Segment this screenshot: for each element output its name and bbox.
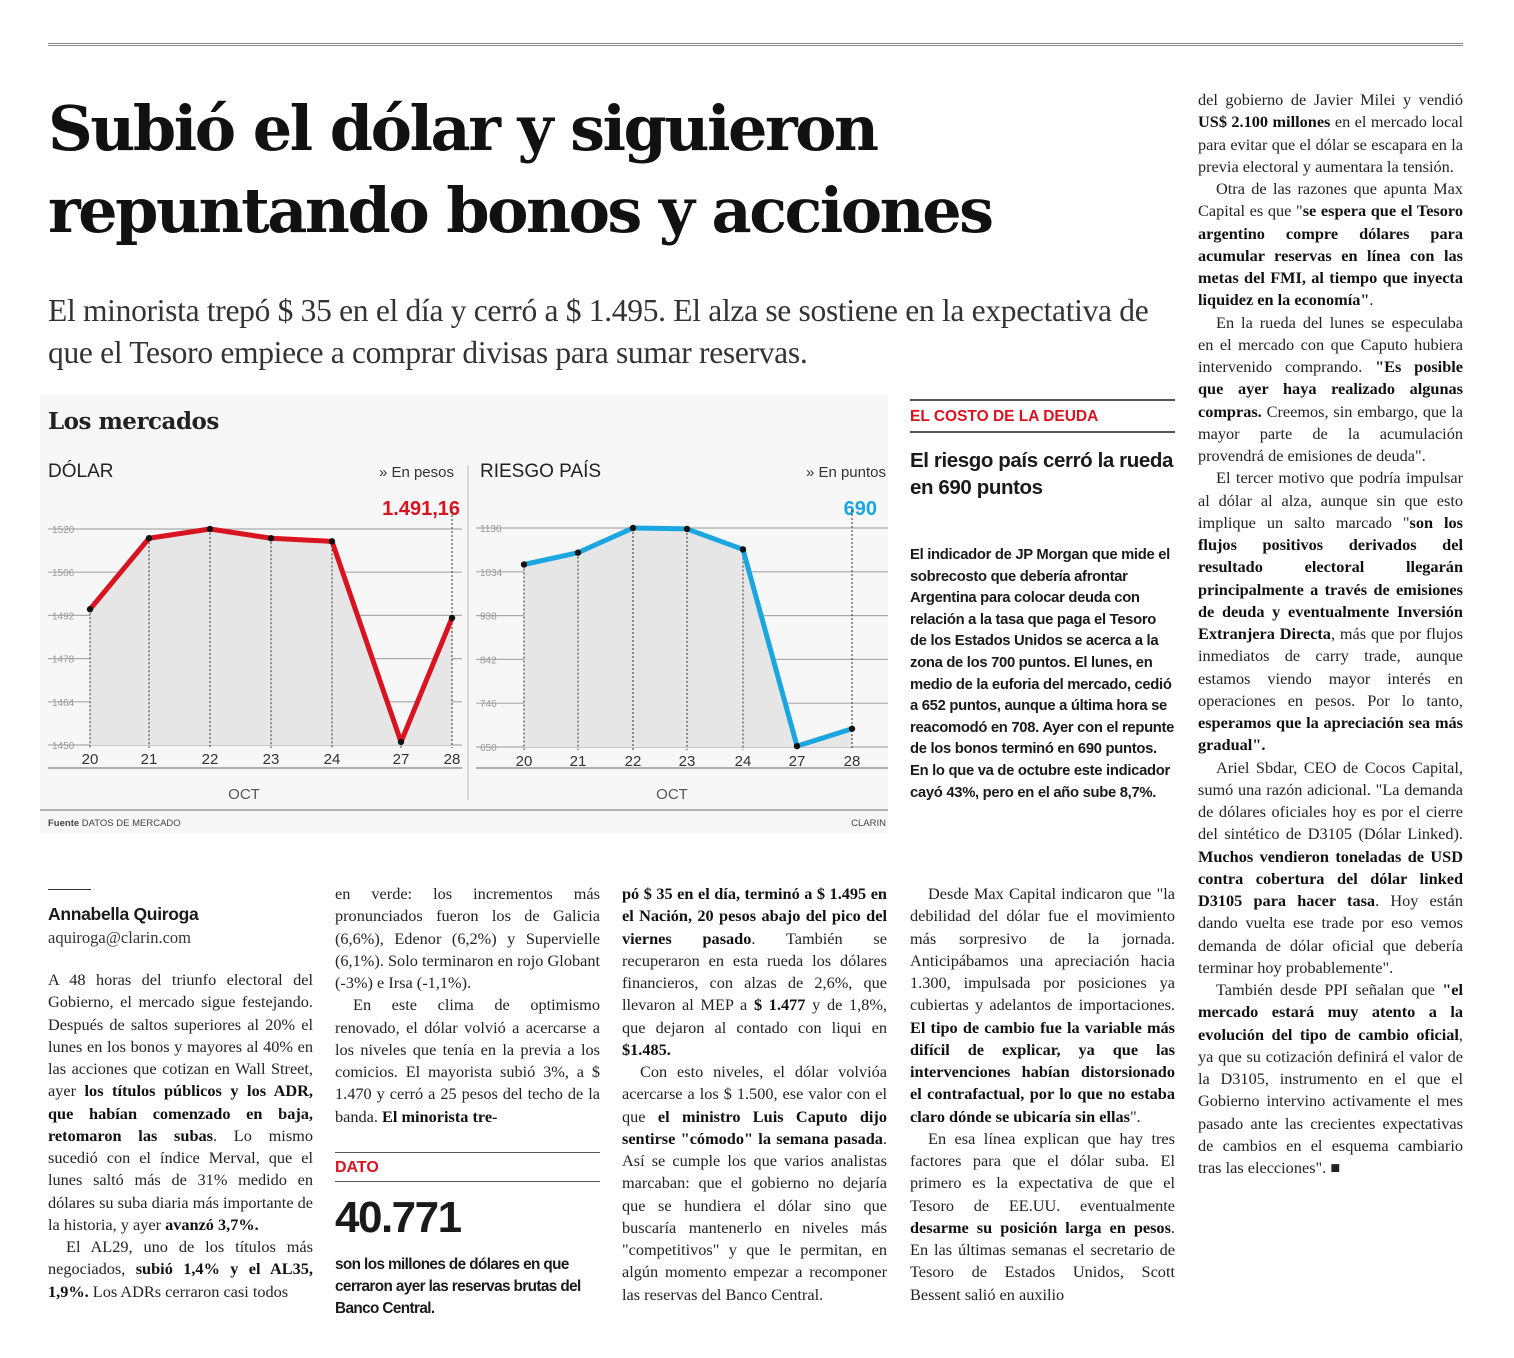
sidebar-box: EL COSTO DE LA DEUDA El riesgo país cerr…: [910, 399, 1175, 804]
dato-box: DATO 40.771 son los millones de dólares …: [335, 1152, 600, 1320]
top-rule: [48, 43, 1463, 47]
paragraph: Con esto niveles, el dólar volvióa acerc…: [622, 1061, 887, 1306]
bold-text: El tipo de cambio fue la variable más di…: [910, 1017, 1175, 1126]
article-column-1: A 48 horas del triunfo electoral del Gob…: [48, 969, 313, 1303]
bold-text: los títulos públicos y los ADR, que habí…: [48, 1081, 313, 1145]
text-run: . Lo mismo sucedió con el índice Merval,…: [48, 1125, 313, 1234]
bold-text: US$ 2.100 millones: [1198, 112, 1331, 132]
bold-text: desarme su posición larga en pesos: [910, 1217, 1171, 1237]
dolar-last-value: 1.491,16: [382, 498, 460, 520]
paragraph: En la rueda del lunes se especulaba en e…: [1198, 312, 1463, 468]
source-text: DATOS DE MERCADO: [81, 818, 181, 829]
paragraph: en verde: los incrementos más pronunciad…: [335, 883, 600, 994]
text-run: en verde: los incrementos más pronunciad…: [335, 884, 600, 992]
divider: [910, 399, 1175, 401]
byline-rule: [48, 889, 91, 890]
bold-text: son los flujos positivos derivados del r…: [1198, 512, 1464, 643]
paragraph: También desde PPI señalan que "el mercad…: [1198, 979, 1463, 1179]
sidebar-headline: El riesgo país cerró la rueda en 690 pun…: [910, 449, 1173, 499]
bold-text: $1.485.: [622, 1039, 671, 1059]
text-run: Desde Max Capital indicaron que "la debi…: [910, 884, 1175, 1015]
text-run: En este clima de optimismo renovado, el …: [335, 995, 600, 1126]
bold-text: "Es posible que ayer haya realizado algu…: [1198, 357, 1463, 421]
text-run: El AL29, uno de los títulos más negociad…: [48, 1237, 313, 1279]
text-run: del gobierno de Javier Milei y vendió: [1198, 90, 1463, 109]
chart-source: Fuente DATOS DE MERCADO: [48, 818, 181, 829]
divider: [910, 431, 1175, 433]
chart-credit: CLARIN: [851, 818, 886, 829]
text-run: ■: [1330, 1158, 1341, 1177]
paragraph: A 48 horas del triunfo electoral del Gob…: [48, 969, 313, 1236]
author-email[interactable]: aquiroga@clarin.com: [48, 928, 192, 947]
paragraph: Otra de las razones que apunta Max Capit…: [1198, 178, 1463, 312]
headline: Subió el dólar y siguieron repuntando bo…: [48, 92, 994, 247]
text-run: En esa línea explican que hay tres facto…: [910, 1128, 1175, 1215]
text-run: Ariel Sbdar, CEO de Cocos Capital, sumó …: [1198, 757, 1463, 844]
dato-text: son los millones de dólares en que cerra…: [335, 1256, 581, 1317]
text-run: , más que por flujos inmediatos de carry…: [1198, 624, 1463, 710]
paragraph: El AL29, uno de los títulos más negociad…: [48, 1236, 313, 1303]
text-run: en el mercado local para evitar que el d…: [1198, 112, 1463, 176]
text-run: , ya que su cotización definirá el valor…: [1198, 1024, 1463, 1178]
bold-text: pó $ 35 en el día, terminó a $ 1.495 en …: [622, 884, 887, 948]
text-run: . Así se cumple los que varios analistas…: [622, 1128, 887, 1304]
bold-text: el ministro Luis Caputo dijo sentirse "c…: [622, 1106, 887, 1148]
text-run: . Hoy están dando vuelta ese trade por e…: [1198, 891, 1463, 977]
text-run: . En las últimas semanas el secretario d…: [910, 1217, 1175, 1304]
paragraph: pó $ 35 en el día, terminó a $ 1.495 en …: [622, 883, 887, 1061]
sidebar-kicker: EL COSTO DE LA DEUDA: [910, 408, 1099, 425]
paragraph: Desde Max Capital indicaron que "la debi…: [910, 883, 1175, 1128]
sidebar-body: El indicador de JP Morgan que mide el so…: [910, 547, 1175, 801]
paragraph: del gobierno de Javier Milei y vendió US…: [1198, 89, 1463, 178]
text-run: y de 1,8%, que dejaron al contado con li…: [622, 995, 888, 1037]
bold-text: avanzó 3,7%.: [165, 1214, 259, 1234]
article-column-4: Desde Max Capital indicaron que "la debi…: [910, 883, 1175, 1306]
riesgo-chart-title: RIESGO PAÍS: [480, 461, 602, 482]
bold-text: $ 1.477: [753, 995, 806, 1015]
text-run: . También se recuperaron en esta rueda l…: [622, 928, 887, 1015]
author-name: Annabella Quiroga: [48, 904, 199, 924]
dolar-chart-unit: » En pesos: [378, 464, 454, 481]
bold-text: Muchos vendieron toneladas de USD contra…: [1198, 846, 1463, 911]
article-column-2: en verde: los incrementos más pronunciad…: [335, 883, 600, 1128]
dato-kicker: DATO: [335, 1159, 379, 1176]
dato-number: 40.771: [335, 1193, 462, 1242]
text-run: El tercer motivo que podría impulsar al …: [1198, 468, 1463, 532]
divider: [335, 1152, 600, 1153]
bold-text: "el mercado estará muy atento a la evolu…: [1198, 980, 1463, 1044]
text-run: .: [1369, 290, 1374, 310]
bold-text: El minorista tre-: [382, 1106, 498, 1126]
text-run: Con esto niveles, el dólar volvióa acerc…: [622, 1062, 887, 1126]
text-run: Creemos, sin embargo, que la mayor parte…: [1198, 401, 1463, 466]
riesgo-chart-unit: » En puntos: [805, 464, 886, 481]
bold-text: esperamos que la apreciación sea más gra…: [1198, 713, 1463, 755]
dolar-chart-title: DÓLAR: [48, 461, 114, 482]
article-column-3: pó $ 35 en el día, terminó a $ 1.495 en …: [622, 883, 887, 1306]
bold-text: se espera que el Tesoro argentino compre…: [1198, 201, 1463, 310]
text-run: Otra de las razones que apunta Max Capit…: [1198, 179, 1463, 221]
article-column-5: del gobierno de Javier Milei y vendió US…: [1198, 89, 1463, 1179]
markets-title: Los mercados: [48, 408, 219, 435]
text-run: ".: [1129, 1106, 1141, 1126]
bold-text: subió 1,4% y el AL35, 1,9%.: [48, 1259, 314, 1301]
paragraph: En este clima de optimismo renovado, el …: [335, 994, 600, 1128]
text-run: Los ADRs cerraron casi todos: [88, 1281, 289, 1301]
riesgo-last-value: 690: [843, 498, 877, 520]
divider: [335, 1181, 600, 1182]
text-run: A 48 horas del triunfo electoral del Gob…: [48, 970, 313, 1101]
markets-infographic: [40, 395, 888, 833]
paragraph: En esa línea explican que hay tres facto…: [910, 1128, 1175, 1306]
paragraph: El tercer motivo que podría impulsar al …: [1198, 467, 1463, 756]
source-label: Fuente: [48, 818, 80, 829]
text-run: En la rueda del lunes se especulaba en e…: [1198, 312, 1463, 377]
text-run: También desde PPI señalan que: [1216, 980, 1443, 999]
subheadline: El minorista trepó $ 35 en el día y cerr…: [48, 293, 1149, 370]
paragraph: Ariel Sbdar, CEO de Cocos Capital, sumó …: [1198, 757, 1463, 980]
